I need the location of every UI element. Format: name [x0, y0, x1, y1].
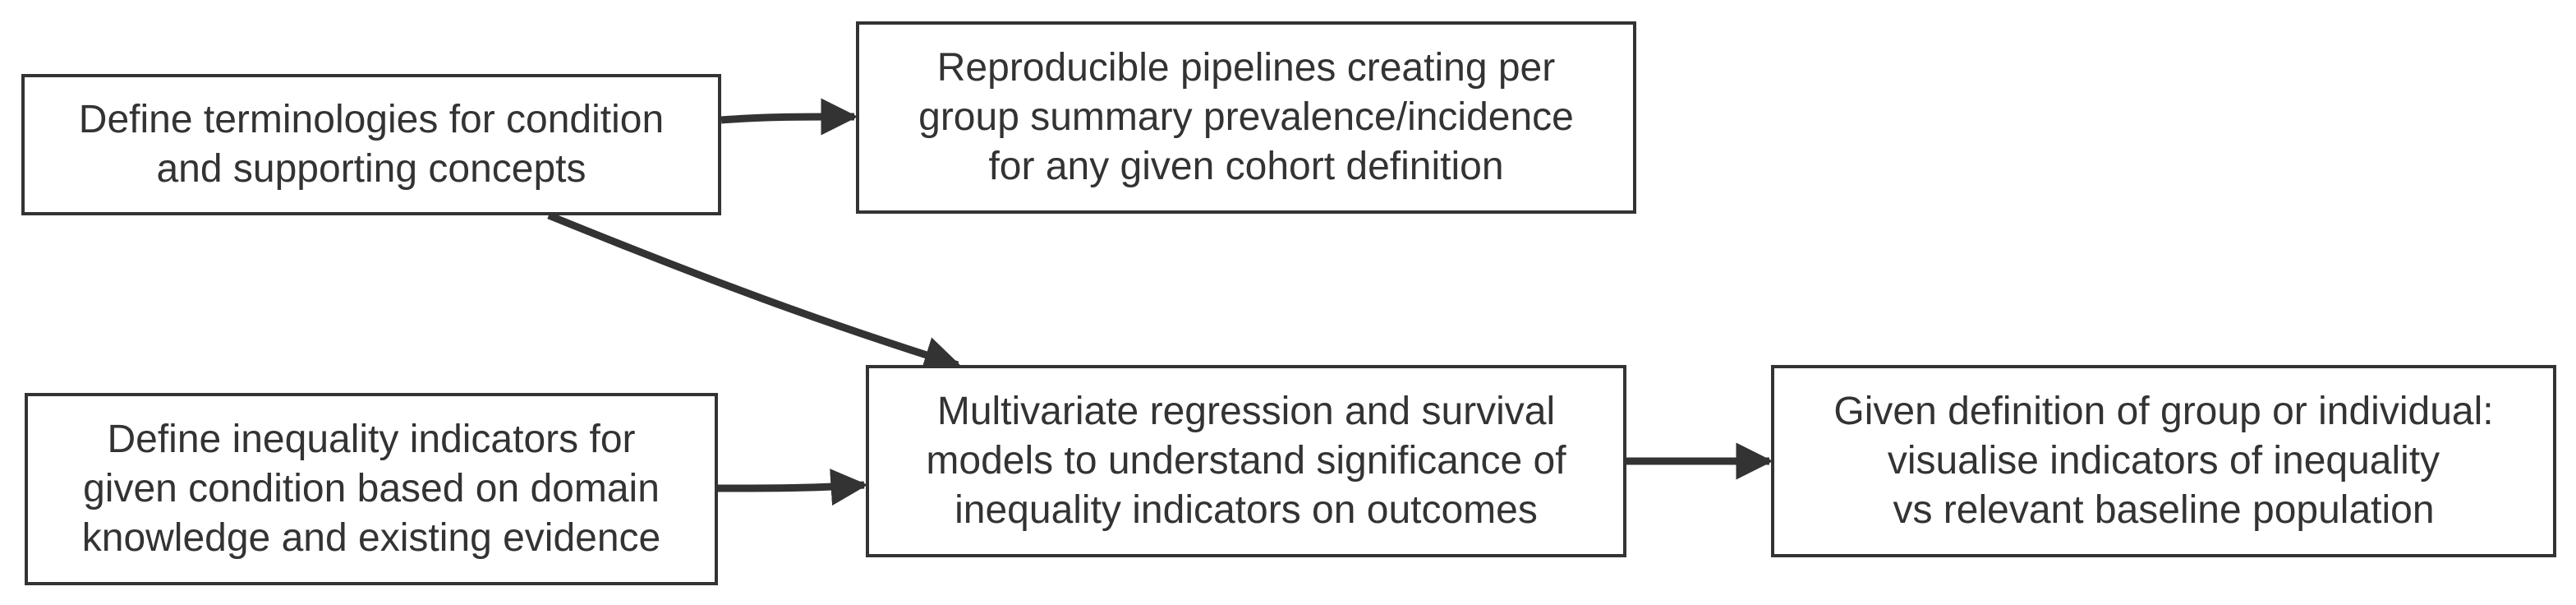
- node-text-line: models to understand significance of: [926, 439, 1566, 483]
- node-text-line: given condition based on domain: [83, 467, 660, 510]
- node-text-line: for any given cohort definition: [988, 145, 1504, 188]
- arrow-inequality-to-regression: [717, 469, 868, 506]
- node-text-line: inequality indicators on outcomes: [954, 488, 1538, 532]
- node-multivariate-regression: Multivariate regression and survival mod…: [866, 365, 1626, 557]
- node-text-line: group summary prevalence/incidence: [918, 95, 1574, 139]
- node-text-line: Define terminologies for condition: [78, 98, 665, 141]
- node-define-terminologies: Define terminologies for condition and s…: [21, 74, 721, 215]
- node-text-line: visualise indicators of inequality: [1887, 439, 2440, 483]
- arrow-terminologies-to-regression: [547, 211, 962, 373]
- node-visualise-indicators: Given definition of group or individual:…: [1771, 365, 2556, 557]
- node-text-line: Reproducible pipelines creating per: [936, 46, 1556, 90]
- node-text-line: knowledge and existing evidence: [81, 516, 661, 560]
- arrow-terminologies-to-pipelines: [720, 98, 858, 136]
- node-text-line: vs relevant baseline population: [1893, 488, 2435, 532]
- node-text-line: Define inequality indicators for: [107, 418, 636, 461]
- node-reproducible-pipelines: Reproducible pipelines creating per grou…: [856, 21, 1636, 214]
- node-text-line: Multivariate regression and survival: [936, 390, 1556, 433]
- node-define-inequality-indicators: Define inequality indicators for given c…: [25, 393, 718, 585]
- node-text-line: Given definition of group or individual:: [1833, 390, 2494, 433]
- node-text-line: and supporting concepts: [156, 147, 586, 191]
